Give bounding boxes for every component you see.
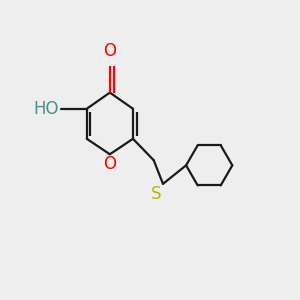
Text: S: S — [151, 185, 162, 203]
Text: HO: HO — [34, 100, 59, 118]
Text: O: O — [103, 42, 116, 60]
Text: O: O — [103, 155, 116, 173]
